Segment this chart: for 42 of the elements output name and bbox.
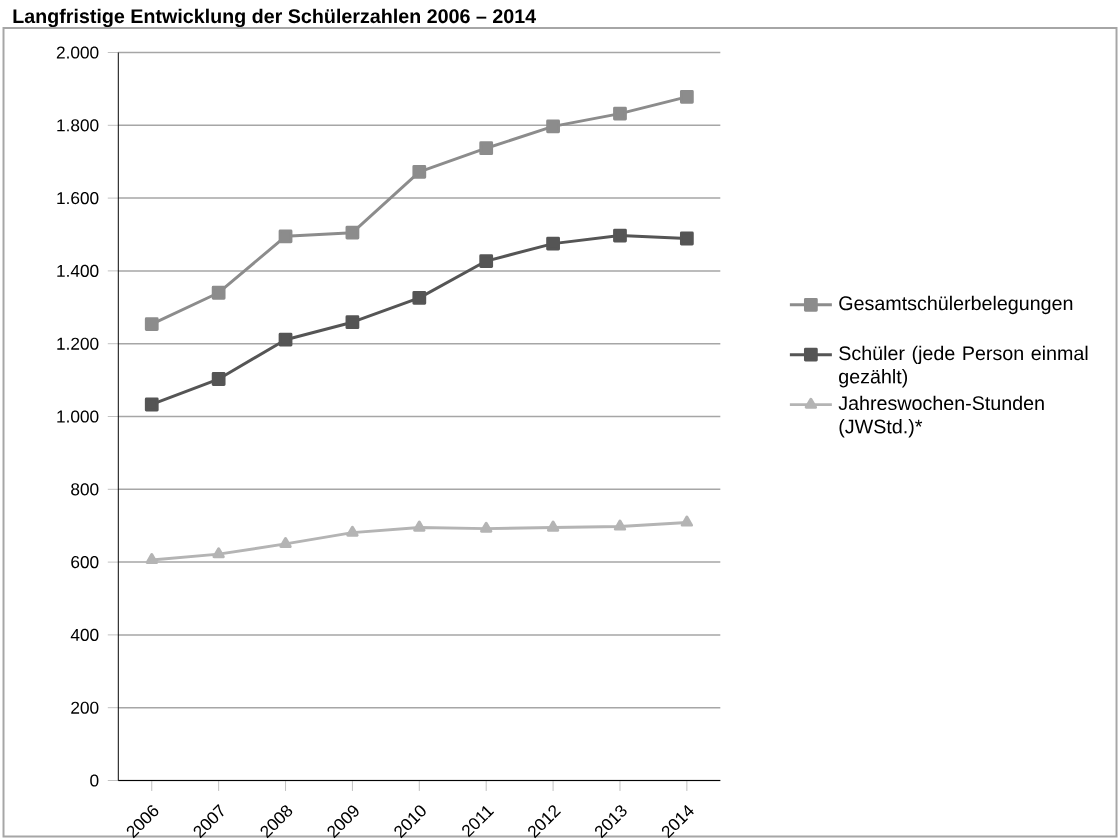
- point: [479, 141, 494, 156]
- chart-title: Langfristige Entwicklung der Schülerzahlen 2006 – 2014: [13, 8, 536, 28]
- y-tick-label: 1.600: [57, 192, 99, 205]
- y-tick-label: 600: [71, 556, 99, 569]
- point: [279, 537, 292, 549]
- legend-label: Schüler (jede Person einmal gezählt): [839, 345, 1088, 388]
- y-tick-label: 1.000: [57, 410, 99, 423]
- point: [144, 397, 159, 412]
- point: [546, 520, 560, 532]
- point: [346, 525, 359, 537]
- y-tick-label: 1.800: [57, 119, 99, 132]
- point: [480, 521, 493, 533]
- point: [412, 290, 427, 305]
- point: [546, 236, 560, 251]
- point: [679, 231, 694, 246]
- y-tick-label: 200: [71, 701, 99, 714]
- point: [680, 515, 694, 527]
- point: [412, 165, 427, 179]
- point: [613, 106, 627, 121]
- y-tick-label: 2.000: [56, 46, 99, 59]
- point: [212, 547, 225, 559]
- legend-label: Jahreswochen-Stunden (JWStd.)*: [838, 395, 1044, 438]
- point: [345, 315, 360, 330]
- point: [546, 119, 560, 134]
- y-tick-label: 400: [70, 628, 99, 641]
- y-tick-label: 0: [90, 774, 99, 787]
- point: [278, 332, 293, 347]
- legend-label: Gesamtschülerbelegungen: [839, 295, 1073, 315]
- point: [211, 372, 226, 386]
- point: [211, 285, 226, 300]
- y-tick-label: 1.200: [57, 337, 99, 350]
- point: [413, 520, 426, 532]
- point: [679, 90, 694, 104]
- point: [345, 225, 360, 240]
- y-tick-label: 800: [71, 483, 99, 496]
- point: [613, 228, 627, 243]
- point: [278, 229, 293, 244]
- point: [479, 254, 494, 268]
- point: [144, 317, 159, 331]
- point: [145, 553, 158, 565]
- y-tick-label: 1.400: [57, 264, 99, 277]
- point: [613, 519, 627, 531]
